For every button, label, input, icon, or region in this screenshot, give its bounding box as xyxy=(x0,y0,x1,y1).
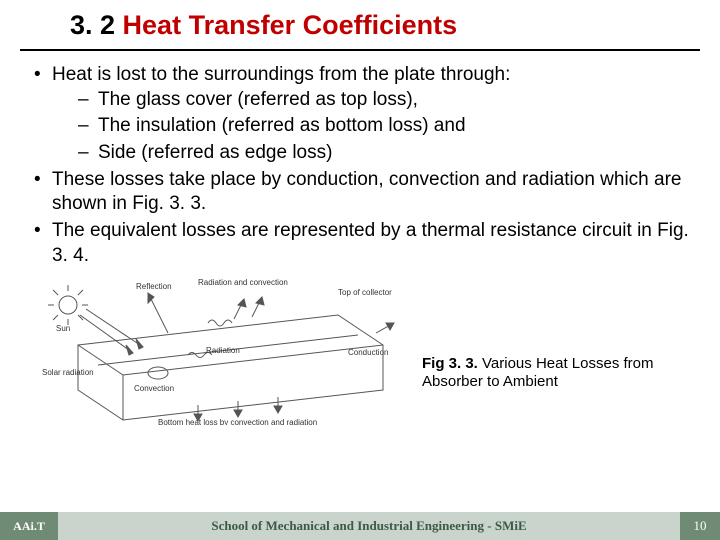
page-number: 10 xyxy=(680,512,720,540)
sub-item: Side (referred as edge loss) xyxy=(76,141,692,166)
title-prefix: 3. 2 xyxy=(70,10,123,40)
footer-left: AAi.T xyxy=(0,512,58,540)
bullet-item: Heat is lost to the surroundings from th… xyxy=(28,63,692,166)
label-solar-radiation: Solar radiation xyxy=(42,368,94,377)
title-main: Heat Transfer Coefficients xyxy=(123,10,458,40)
caption-bold: Fig 3. 3. xyxy=(422,355,478,372)
title-area: 3. 2 Heat Transfer Coefficients xyxy=(0,0,720,45)
label-radiation-inside: Radiation xyxy=(206,346,240,355)
footer-mid: School of Mechanical and Industrial Engi… xyxy=(58,512,680,540)
sub-list: The glass cover (referred as top loss), … xyxy=(52,88,692,166)
label-bottom: Bottom heat loss by convection and radia… xyxy=(158,418,317,425)
title-rule xyxy=(20,49,700,51)
bullet-text: Heat is lost to the surroundings from th… xyxy=(52,64,510,85)
slide: 3. 2 Heat Transfer Coefficients Heat is … xyxy=(0,0,720,540)
label-rad-conv: Radiation and convection xyxy=(198,278,288,287)
heat-loss-diagram: Sun Solar radiation Reflection Radiation… xyxy=(38,275,398,425)
figure-area: Sun Solar radiation Reflection Radiation… xyxy=(28,275,692,425)
figure-caption: Fig 3. 3. Various Heat Losses from Absor… xyxy=(422,355,682,391)
footer: AAi.T School of Mechanical and Industria… xyxy=(0,512,720,540)
sub-item: The insulation (referred as bottom loss)… xyxy=(76,114,692,139)
bullet-item: The equivalent losses are represented by… xyxy=(28,219,692,268)
content-area: Heat is lost to the surroundings from th… xyxy=(0,59,720,269)
label-top-collector: Top of collector xyxy=(338,288,392,297)
label-sun: Sun xyxy=(56,324,70,333)
bullet-item: These losses take place by conduction, c… xyxy=(28,168,692,217)
label-conduction: Conduction xyxy=(348,348,388,357)
sub-item: The glass cover (referred as top loss), xyxy=(76,88,692,113)
label-convection-inside: Convection xyxy=(134,384,174,393)
label-reflection: Reflection xyxy=(136,282,172,291)
slide-title: 3. 2 Heat Transfer Coefficients xyxy=(70,10,700,41)
bullet-list: Heat is lost to the surroundings from th… xyxy=(28,63,692,269)
